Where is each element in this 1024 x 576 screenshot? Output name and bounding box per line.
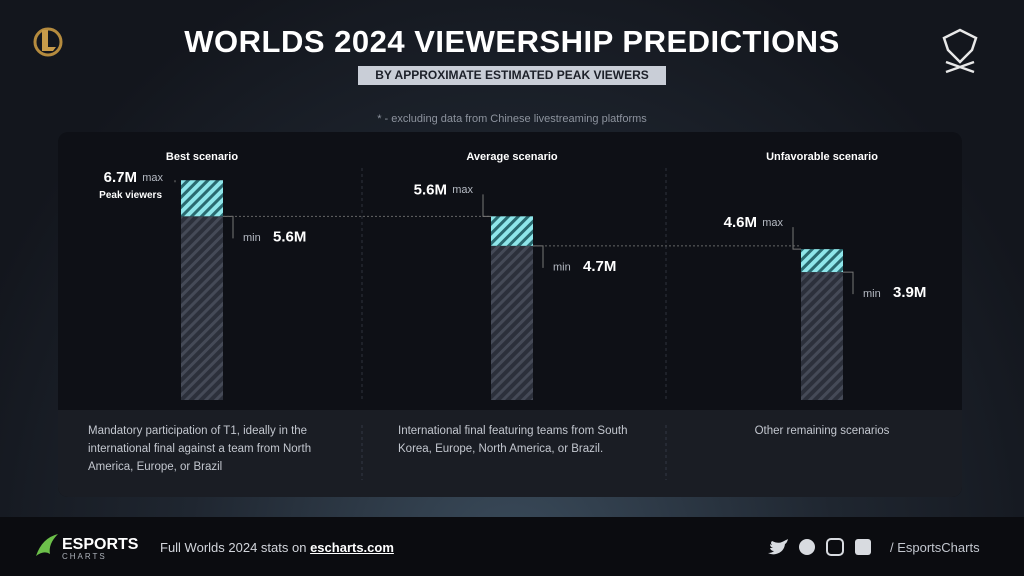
range-bar — [801, 249, 843, 273]
social-icons[interactable] — [36, 534, 871, 556]
footer — [0, 517, 1024, 576]
bracket — [533, 245, 544, 268]
min-value: 4.7M — [583, 258, 616, 275]
min-value: 5.6M — [273, 228, 306, 245]
handle: / EsportsCharts — [890, 540, 980, 555]
base-bar — [801, 272, 843, 400]
min-name: min — [243, 232, 261, 244]
category-label: Average scenario — [466, 151, 558, 163]
max-value: 4.6M — [724, 214, 757, 231]
max-name: max — [452, 184, 473, 196]
description: International final featuring teams from… — [398, 425, 628, 455]
value-note: Peak viewers — [99, 190, 162, 201]
range-bar — [181, 180, 223, 217]
description: Other remaining scenarios — [754, 425, 890, 437]
max-value: 6.7M — [104, 169, 137, 186]
range-bar — [491, 216, 533, 246]
bracket — [223, 215, 234, 239]
base-bar — [491, 245, 533, 400]
base-bar — [181, 216, 223, 400]
game-logo — [33, 27, 63, 57]
bracket — [843, 271, 854, 295]
category-label: Best scenario — [166, 151, 238, 163]
brand-sub: CHARTS — [62, 552, 107, 561]
footer-text: Full Worlds 2024 stats on escharts.com — [160, 540, 394, 555]
min-value: 3.9M — [893, 284, 926, 301]
bracket — [482, 194, 491, 217]
min-name: min — [863, 288, 881, 300]
footer-label: Full Worlds 2024 stats on — [160, 540, 307, 555]
category-label: Unfavorable scenario — [766, 151, 878, 163]
brand: ESPORTS — [62, 536, 139, 553]
title: WORLDS 2024 VIEWERSHIP PREDICTIONS — [184, 24, 840, 59]
worlds-logo — [942, 28, 978, 74]
panel-footer — [58, 410, 962, 497]
footer-link[interactable]: escharts.com — [310, 540, 394, 555]
max-name: max — [762, 217, 783, 229]
min-name: min — [553, 262, 571, 274]
description: Mandatory participation of T1, ideally i… — [88, 425, 312, 473]
bracket — [792, 227, 801, 250]
subtitle: BY APPROXIMATE ESTIMATED PEAK VIEWERS — [358, 66, 666, 85]
max-value: 5.6M — [414, 181, 447, 198]
note: * - excluding data from Chinese livestre… — [377, 113, 647, 125]
max-name: max — [142, 172, 163, 184]
